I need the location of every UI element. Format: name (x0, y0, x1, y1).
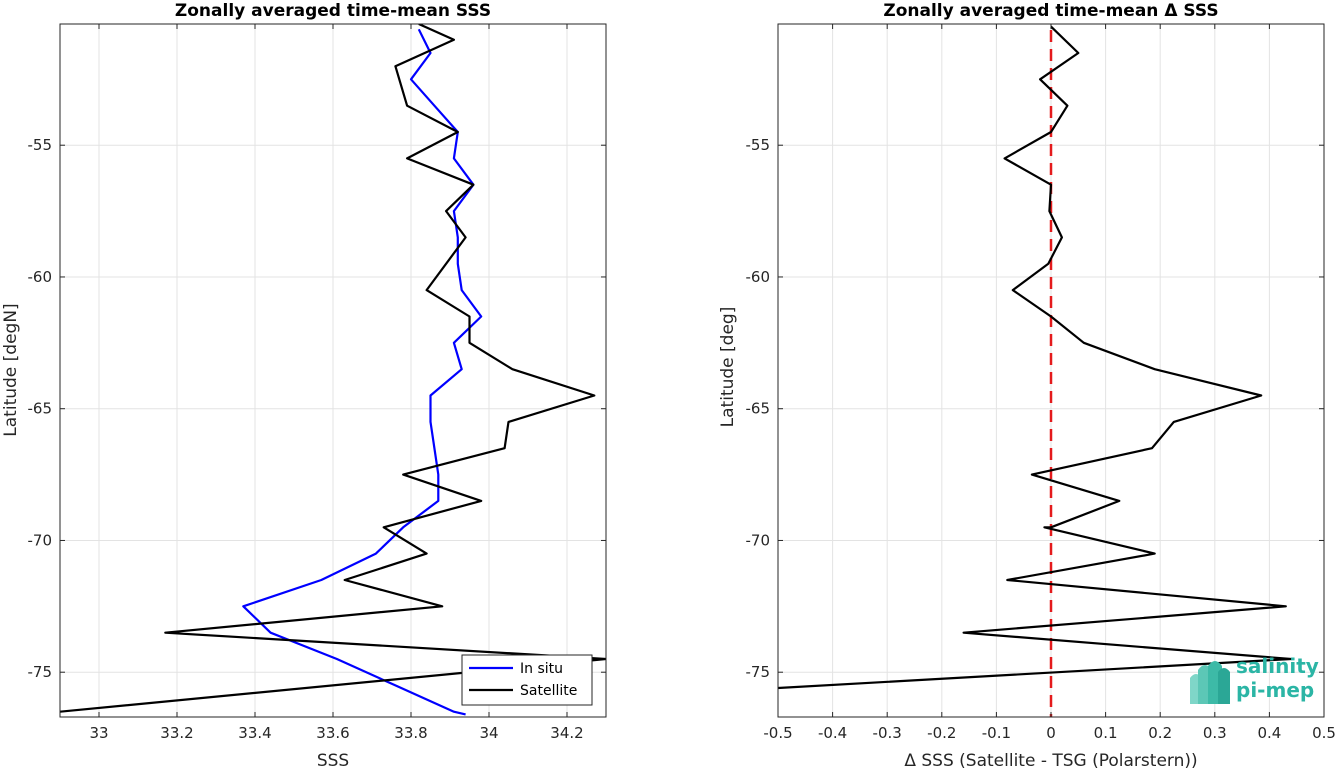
delta-sss-x-tick-label: -0.3 (873, 724, 902, 742)
delta-sss-panel: -0.5 -0.4 -0.3 -0.2 -0.1 0 0.1 0.2 0.3 0.4 0.5 -55 -… (718, 1, 1336, 769)
delta-sss-x-tick-label: 0.3 (1203, 724, 1227, 742)
delta-sss-x-tick-label: 0.4 (1257, 724, 1281, 742)
sss-y-tick-label: -65 (28, 400, 53, 418)
salinity-pi-mep-logo: salinity pi-mep (1190, 654, 1319, 704)
sss-x-tick-label: 33 (89, 724, 108, 742)
delta-sss-chart-title: Zonally averaged time-mean Δ SSS (883, 1, 1218, 21)
sss-x-axis-label: SSS (317, 751, 349, 769)
sss-y-axis-label: Latitude [degN] (1, 303, 21, 436)
legend-satellite-label: Satellite (520, 683, 577, 699)
delta-sss-x-tick-label: -0.5 (763, 724, 792, 742)
delta-sss-x-tick-label: 0.2 (1148, 724, 1172, 742)
delta-sss-y-tick-label: -75 (746, 663, 771, 681)
legend: In situ Satellite (461, 654, 593, 706)
sss-chart-title: Zonally averaged time-mean SSS (175, 1, 491, 21)
sss-x-tick-label: 33.4 (238, 724, 271, 742)
sss-gridlines (60, 24, 606, 717)
delta-sss-x-tick-label: 0.5 (1312, 724, 1336, 742)
delta-sss-y-tick-label: -60 (746, 268, 771, 286)
sss-panel: 33 33.2 33.4 33.6 33.8 34 34.2-55-60-65-70-75 … (1, 1, 607, 769)
in-situ-series-line (242, 28, 483, 716)
logo-line1: salinity (1236, 654, 1319, 678)
sss-y-tick-label: -60 (28, 268, 53, 286)
sss-series (60, 24, 606, 716)
sss-x-tick-label: 33.6 (316, 724, 349, 742)
sss-x-tick-label: 34 (479, 724, 498, 742)
legend-insitu-label: In situ (520, 661, 563, 677)
delta-sss-x-tick-label: -0.2 (927, 724, 956, 742)
delta-sss-x-tick-label: 0 (1046, 724, 1056, 742)
delta-sss-y-axis-label: Latitude [deg] (718, 307, 738, 428)
satellite-series-line (60, 24, 606, 713)
delta-sss-y-tick-label: -65 (746, 400, 771, 418)
delta-sss-y-tick-label: -55 (746, 136, 771, 154)
sss-y-tick-label: -75 (28, 663, 53, 681)
delta-sss-ticks: -0.5 -0.4 -0.3 -0.2 -0.1 0 0.1 0.2 0.3 0.4 0.5 -55 -… (746, 24, 1336, 742)
sss-y-tick-label: -70 (28, 531, 53, 549)
sss-ticks: 33 33.2 33.4 33.6 33.8 34 34.2 -55 -60 -65 -70 -75 (28, 24, 606, 742)
delta-sss-x-axis-label: Δ SSS (Satellite - TSG (Polarstern)) (904, 751, 1197, 769)
legend-box (461, 654, 593, 706)
delta-sss-y-tick-label: -70 (746, 531, 771, 549)
delta-sss-x-tick-label: 0.1 (1094, 724, 1118, 742)
wave-icon (1190, 661, 1230, 704)
delta-sss-series (778, 25, 1293, 717)
delta-sss-x-tick-label: -0.1 (982, 724, 1011, 742)
sss-y-tick-label: -55 (28, 136, 53, 154)
logo-line2: pi-mep (1236, 678, 1314, 702)
sss-x-tick-label: 34.2 (550, 724, 583, 742)
delta-series-line (778, 25, 1293, 690)
sss-x-tick-label: 33.2 (160, 724, 193, 742)
delta-sss-x-tick-label: -0.4 (818, 724, 847, 742)
sss-x-tick-label: 33.8 (394, 724, 427, 742)
